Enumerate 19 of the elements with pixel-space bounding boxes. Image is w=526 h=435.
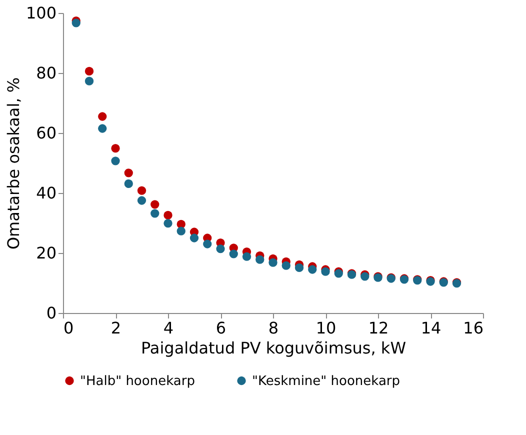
x-tick-label: 12 [368, 318, 389, 338]
legend-label: "Keskmine" hoonekarp [252, 374, 400, 389]
y-tick-label: 0 [46, 304, 56, 322]
x-tick-label: 8 [268, 318, 279, 338]
y-tick-label: 80 [36, 64, 56, 82]
y-axis-title: Omatarbe osakaal, % [4, 77, 23, 250]
x-tick-label: 10 [316, 318, 336, 338]
legend-label: "Halb" hoonekarp [80, 374, 195, 389]
x-tick-label: 4 [163, 318, 174, 338]
y-tick-label: 20 [36, 244, 56, 262]
y-tick-label: 60 [36, 124, 56, 142]
x-tick-label: 2 [110, 318, 122, 338]
x-tick-label: 16 [463, 318, 484, 338]
x-tick-label: 6 [216, 318, 226, 338]
y-tick-label: 100 [26, 4, 56, 22]
x-axis-title: Paigaldatud PV koguvõimsus, kW [140, 338, 406, 358]
x-tick-label: 0 [64, 318, 74, 338]
y-tick-label: 40 [36, 184, 56, 202]
x-tick-label: 14 [420, 318, 442, 338]
